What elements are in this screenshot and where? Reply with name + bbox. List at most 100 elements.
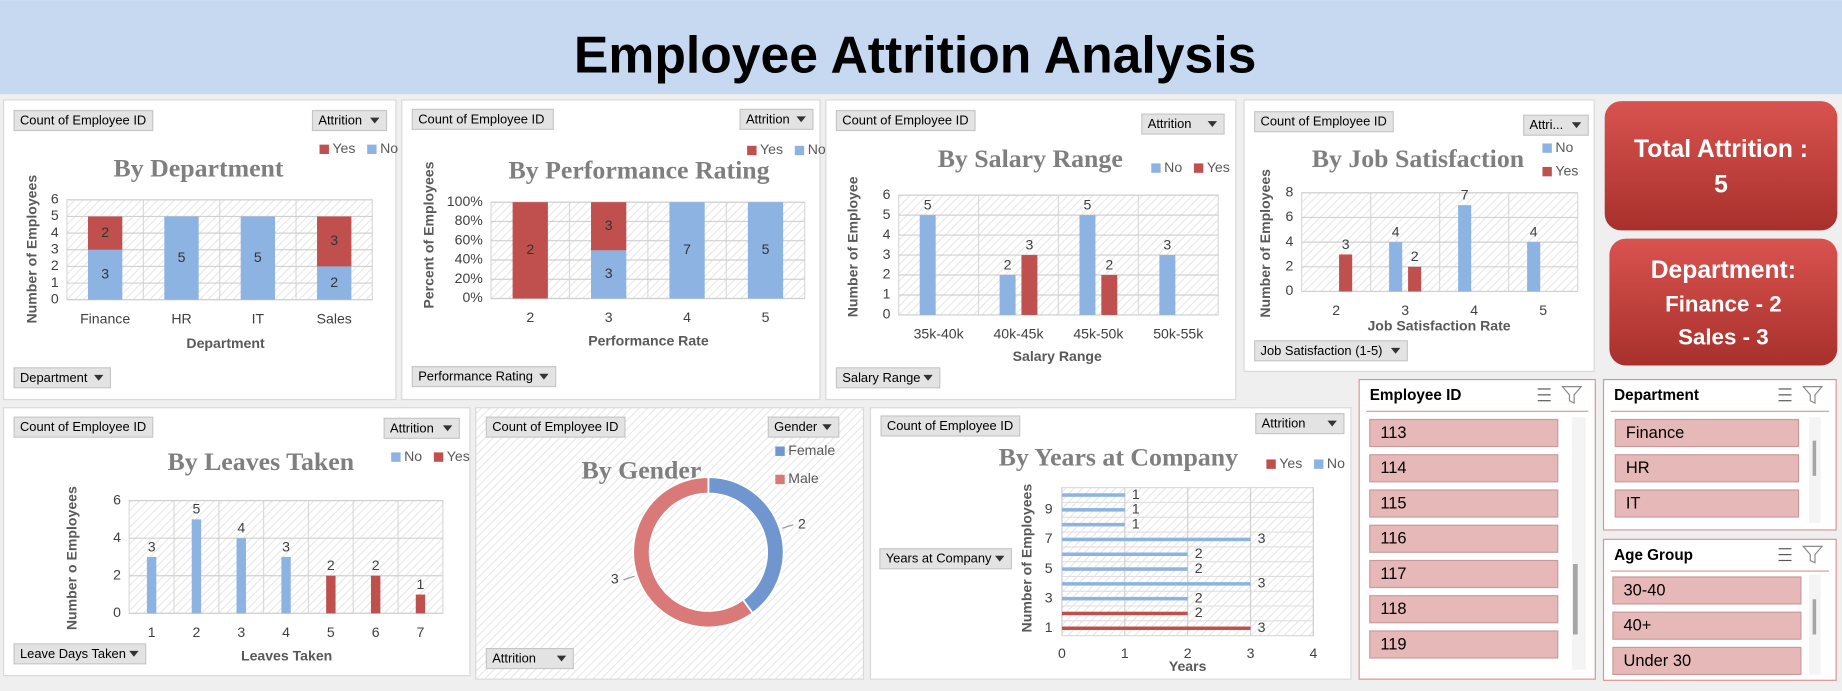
slicer-item[interactable] (1612, 646, 1802, 676)
field-button-label[interactable]: Job Satisfaction (1-5) (1261, 343, 1383, 358)
slicer-item-label[interactable]: 116 (1380, 530, 1406, 548)
scrollbar-thumb[interactable] (1812, 440, 1817, 476)
bar (1159, 255, 1176, 315)
data-label: 4 (237, 519, 245, 535)
slicer-item-label[interactable]: Under 30 (1623, 652, 1691, 670)
y-tick-label: 0 (1286, 282, 1294, 298)
slicer-item-label[interactable]: Finance (1626, 424, 1684, 442)
clear-filter-icon[interactable] (1561, 386, 1583, 405)
data-label: 2 (327, 557, 335, 573)
slicer-item[interactable] (1369, 418, 1559, 448)
slicer-item-label[interactable]: IT (1626, 494, 1641, 512)
field-button[interactable] (739, 108, 814, 130)
field-button[interactable] (411, 108, 554, 130)
field-button[interactable] (835, 367, 941, 389)
field-button-label[interactable]: Attri... (1530, 117, 1564, 132)
field-button-label[interactable]: Count of Employee ID (20, 419, 146, 434)
slicer-item[interactable] (1369, 559, 1559, 589)
slicer-item-label[interactable]: HR (1626, 459, 1650, 477)
slicer-item[interactable] (1369, 595, 1559, 624)
field-button[interactable] (1523, 114, 1589, 136)
legend-swatch (1151, 163, 1161, 173)
field-button-label[interactable]: Salary Range (842, 370, 920, 385)
data-label: 2 (372, 557, 380, 573)
y-tick-label: 5 (51, 207, 59, 223)
field-button-label[interactable]: Count of Employee ID (887, 418, 1013, 433)
field-button-label[interactable]: Count of Employee ID (418, 111, 544, 126)
data-label: 5 (254, 249, 262, 265)
field-button[interactable] (767, 416, 840, 438)
slicer-item[interactable] (1612, 576, 1802, 605)
field-button-label[interactable]: Attrition (746, 111, 790, 126)
field-button-label[interactable]: Attrition (318, 113, 362, 128)
slicer-item[interactable] (1614, 418, 1800, 448)
field-button[interactable] (383, 417, 460, 439)
slicer-item[interactable] (1369, 454, 1559, 483)
field-button[interactable] (13, 367, 112, 389)
field-button-label[interactable]: Count of Employee ID (842, 113, 968, 128)
field-button[interactable] (1254, 340, 1408, 362)
slicer-item-label[interactable]: 30-40 (1623, 581, 1665, 599)
field-button[interactable] (835, 109, 976, 132)
slicer-item[interactable] (1614, 489, 1800, 518)
y-axis-title: Number of Employee (845, 176, 861, 317)
legend-swatch (319, 144, 329, 155)
field-button-label[interactable]: Attrition (1148, 116, 1192, 131)
field-button[interactable] (411, 366, 557, 388)
y-tick-label: 6 (883, 186, 891, 202)
slicer-item-label[interactable]: 114 (1380, 459, 1406, 477)
field-button-label[interactable]: Attrition (390, 420, 434, 435)
field-button-label[interactable]: Leave Days Taken (20, 646, 126, 661)
slicer-item-label[interactable]: 115 (1380, 494, 1406, 512)
field-button[interactable] (1255, 413, 1345, 435)
bar-segment (87, 249, 123, 300)
field-button-label[interactable]: Gender (774, 419, 818, 434)
slicer-item-label[interactable]: 113 (1380, 424, 1406, 442)
x-axis-title: Performance Rate (588, 333, 709, 349)
field-button[interactable] (311, 109, 388, 132)
y-tick-label: 2 (113, 566, 121, 582)
field-button[interactable] (880, 415, 1021, 437)
legend-swatch (1542, 143, 1552, 153)
x-tick-label: 2 (1184, 645, 1192, 661)
legend-swatch (1193, 163, 1204, 173)
scrollbar-thumb[interactable] (1812, 599, 1817, 635)
scrollbar-thumb[interactable] (1572, 564, 1578, 635)
slicer-item-label[interactable]: 118 (1380, 600, 1406, 618)
data-label: 3 (1163, 236, 1171, 252)
x-tick-label: 3 (605, 309, 613, 325)
field-button-label[interactable]: Years at Company (886, 551, 992, 566)
field-button-label[interactable]: Attrition (1262, 416, 1306, 431)
slicer-item[interactable] (1369, 630, 1559, 659)
field-button-label[interactable]: Count of Employee ID (492, 419, 618, 434)
field-button-label[interactable]: Department (20, 370, 88, 385)
field-button[interactable] (1254, 111, 1394, 133)
field-button[interactable] (485, 416, 626, 438)
data-label: 3 (605, 265, 613, 281)
field-button-label[interactable]: Count of Employee ID (1261, 114, 1387, 129)
bar (415, 594, 426, 614)
field-button[interactable] (13, 416, 154, 438)
x-tick-label: 7 (417, 624, 425, 640)
field-button-label[interactable]: Performance Rating (418, 369, 533, 384)
bar (919, 215, 936, 315)
slicer-item-label[interactable]: 119 (1380, 635, 1406, 653)
field-button-label[interactable]: Attrition (492, 651, 536, 666)
field-button[interactable] (879, 548, 1013, 570)
field-button[interactable] (485, 647, 574, 670)
field-button[interactable] (1141, 113, 1225, 135)
slicer-item-label[interactable]: 40+ (1623, 617, 1651, 635)
field-button[interactable] (13, 109, 154, 132)
dropdown-arrow (129, 650, 139, 657)
slicer-item-label[interactable]: 117 (1380, 565, 1406, 583)
clear-filter-icon[interactable] (1801, 545, 1824, 564)
slicer-item[interactable] (1614, 454, 1800, 483)
y-tick-label: 60% (455, 231, 484, 247)
slicer-item[interactable] (1369, 489, 1559, 518)
field-button-label[interactable]: Count of Employee ID (20, 113, 146, 128)
clear-filter-icon[interactable] (1801, 386, 1824, 405)
field-button[interactable] (13, 643, 147, 665)
slicer-item[interactable] (1612, 611, 1802, 640)
slicer-item[interactable] (1369, 524, 1559, 553)
dropdown-arrow (923, 374, 933, 381)
